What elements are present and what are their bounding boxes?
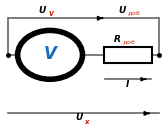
Text: V: V	[44, 45, 56, 63]
Text: $\bfit{I}$: $\bfit{I}$	[125, 78, 131, 89]
Text: $\bfit{U}$: $\bfit{U}$	[75, 111, 84, 122]
Text: $\bfit{U}$: $\bfit{U}$	[38, 4, 47, 15]
Text: $\bfit{U}$: $\bfit{U}$	[118, 4, 127, 15]
Text: $\mathrm{доб}$: $\mathrm{доб}$	[122, 38, 135, 47]
Circle shape	[18, 30, 82, 79]
Bar	[104, 47, 152, 63]
Text: $\bfit{x}$: $\bfit{x}$	[84, 118, 91, 126]
Text: $\mathrm{доб}$: $\mathrm{доб}$	[127, 9, 141, 18]
Text: $\bfit{v}$: $\bfit{v}$	[48, 9, 55, 18]
Text: $\bfit{R}$: $\bfit{R}$	[113, 33, 121, 44]
